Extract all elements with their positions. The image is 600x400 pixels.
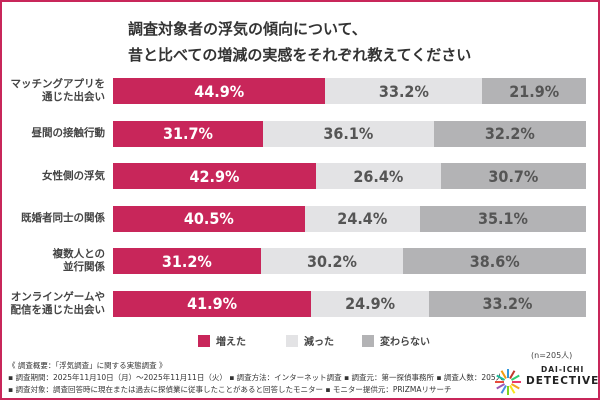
legend-swatch (198, 334, 210, 347)
logo-ray (510, 383, 520, 390)
category-label-line: 昼間の接触行動 (31, 127, 106, 139)
logo-burst-icon (495, 369, 521, 395)
data-label: 36.1% (323, 124, 374, 143)
bar-segment: 35.1% (419, 205, 586, 232)
bar-segment: 42.9% (113, 163, 316, 189)
data-label: 32.2% (484, 124, 535, 143)
category-label: オンラインゲームや 配信を通じた出会い (0, 290, 106, 317)
survey-notes: 《 調査概要：「浮気調査」に関する実態調査 》 ▪ 調査期間：2025年11月1… (8, 360, 503, 396)
bar-segment: 40.5% (113, 205, 305, 232)
logo: DAI-ICHI DETECTIVE (526, 365, 600, 387)
category-label-line: 配信を通じた出会い (10, 303, 106, 316)
bar-segment: 36.1% (262, 120, 434, 147)
legend-item: 減った (286, 333, 334, 348)
category-label-line: 女性側の浮気 (42, 169, 105, 182)
bar-segment: 21.9% (482, 78, 586, 104)
logo-line-2: DETECTIVE (526, 374, 600, 387)
data-label: 33.2% (482, 294, 533, 313)
data-label: 24.9% (345, 294, 396, 313)
logo-ray (510, 374, 520, 381)
data-label: 26.4% (353, 166, 404, 186)
category-label-line: 複数人との (52, 248, 105, 260)
note-target: ▪ 調査対象：調査回答時に現在または過去に探偵業に従事したことがあると回答したモ… (8, 385, 452, 394)
category-label-line: 既婚者同士の関係 (21, 212, 105, 224)
logo-ray (509, 370, 516, 380)
logo-ray (509, 384, 516, 394)
category-label-line: オンラインゲームや (10, 290, 105, 303)
bar-segment: 24.4% (304, 205, 420, 232)
data-label: 42.9% (189, 166, 240, 186)
category-label: 複数人との 並行関係 (0, 248, 105, 274)
data-label: 33.2% (378, 81, 429, 101)
bar-segment: 32.2% (433, 120, 586, 147)
data-label: 31.7% (163, 124, 213, 143)
data-label: 40.5% (183, 209, 234, 228)
category-label: マッチングアプリを 通じた出会い (0, 78, 106, 104)
bar-segment: 31.7% (113, 120, 263, 147)
title-line-2: 昔と比べての増減の実感をそれぞれ教えてください (128, 46, 472, 64)
bar-segment: 38.6% (403, 248, 586, 274)
bar-segment: 30.7% (440, 163, 586, 189)
logo-ray (496, 374, 506, 381)
logo-ray (500, 370, 507, 380)
chart-title: 調査対象者の浮気の傾向について、 昔と比べての増減の実感をそれぞれ教えてください (128, 16, 471, 68)
note-period: ▪ 調査期間：2025年11月10日（月）～2025年11月11日（火） ▪ 調… (8, 373, 504, 382)
legend-swatch (286, 334, 298, 347)
bar-segment: 31.2% (113, 248, 261, 274)
logo-ray (496, 383, 506, 390)
category-label-line: 並行関係 (63, 261, 105, 273)
bar-segment: 44.9% (113, 78, 326, 104)
legend-item: 増えた (198, 333, 246, 348)
data-label: 31.2% (161, 251, 212, 271)
category-label: 昼間の接触行動 (0, 121, 106, 147)
data-label: 38.6% (469, 251, 520, 271)
note-title: 《 調査概要：「浮気調査」に関する実態調査 》 (8, 361, 167, 370)
data-label: 21.9% (509, 81, 560, 101)
legend-label: 減った (304, 337, 334, 348)
category-label: 既婚者同士の関係 (0, 206, 105, 232)
legend-label: 変わらない (380, 337, 430, 348)
category-label: 女性側の浮気 (0, 163, 105, 189)
bar-segment: 24.9% (311, 290, 429, 317)
sample-size: (n=205人) (531, 351, 573, 360)
title-line-1: 調査対象者の浮気の傾向について、 (128, 20, 367, 38)
logo-line-1: DAI-ICHI (541, 365, 585, 374)
data-label: 30.2% (307, 251, 357, 271)
data-label: 41.9% (187, 294, 238, 313)
data-label: 30.7% (488, 166, 539, 186)
bar-segment: 26.4% (315, 163, 441, 189)
category-label-line: マッチングアプリを (10, 78, 106, 90)
legend-item: 変わらない (362, 333, 430, 348)
legend-label: 増えた (216, 337, 246, 348)
bar-segment: 33.2% (325, 78, 483, 104)
bar-segment: 30.2% (260, 248, 404, 274)
bar-segment: 33.2% (428, 290, 586, 317)
bar-segment: 41.9% (113, 290, 312, 317)
data-label: 44.9% (194, 81, 245, 101)
data-label: 24.4% (337, 209, 388, 228)
data-label: 35.1% (478, 209, 528, 228)
legend-swatch (362, 334, 374, 347)
logo-ray (500, 384, 507, 394)
category-label-line: 通じた出会い (42, 91, 105, 103)
